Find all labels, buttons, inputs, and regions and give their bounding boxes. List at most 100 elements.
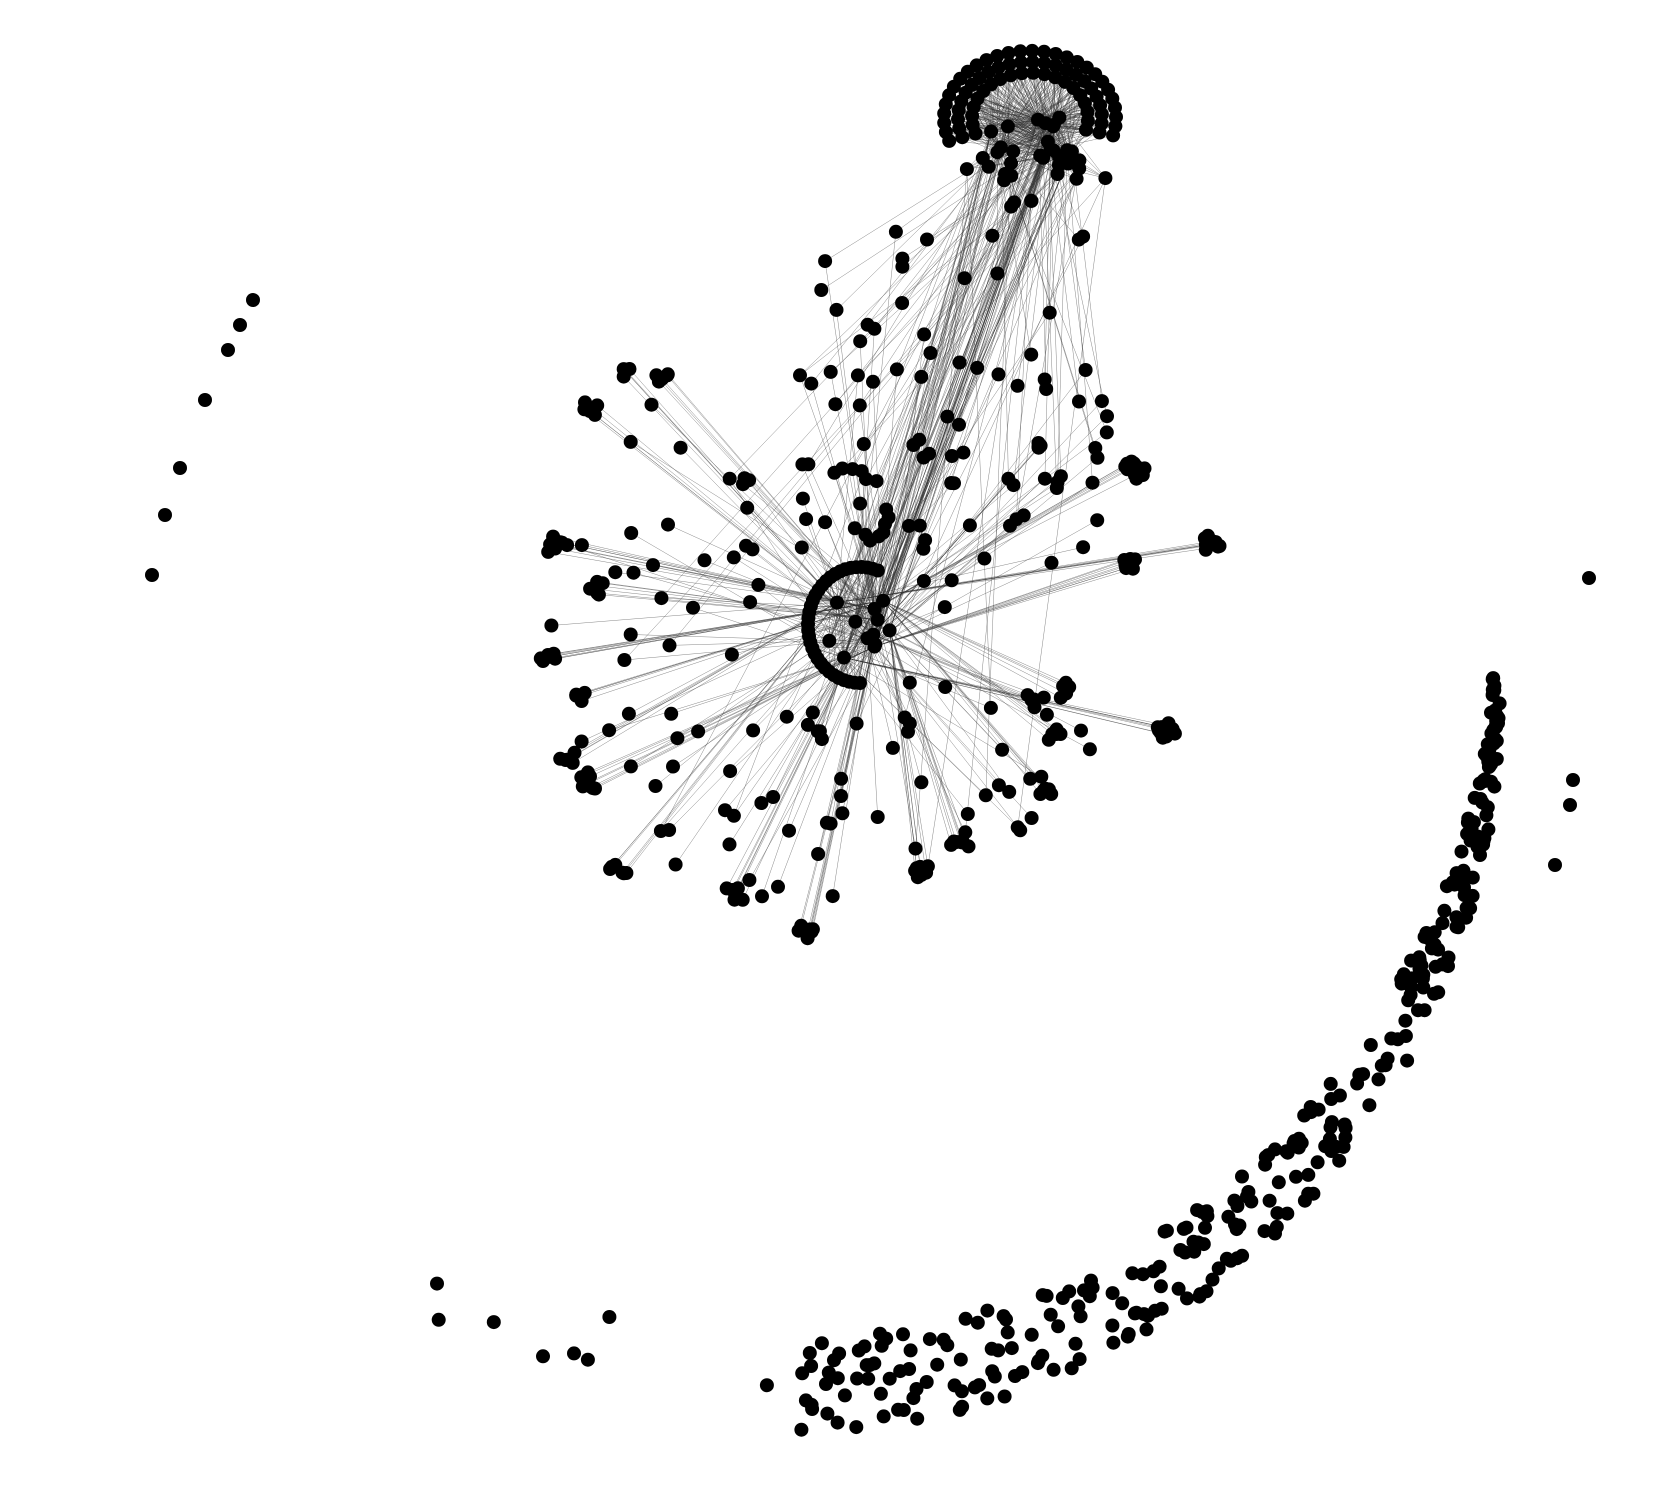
bridge-node (957, 271, 972, 286)
isolated-node (1200, 1209, 1215, 1224)
leaf-cluster-node (558, 753, 573, 767)
isolated-node (1137, 1307, 1151, 1322)
leaf-cluster-node (946, 834, 961, 849)
graph-edge (733, 157, 984, 816)
isolated-node (1548, 858, 1562, 872)
spoke-node (686, 600, 700, 615)
isolated-node (1310, 1155, 1325, 1170)
spoke-node (691, 724, 706, 739)
bridge-node (1071, 232, 1086, 247)
spoke-node (661, 517, 675, 532)
graph-edge (808, 464, 878, 620)
graph-edge (581, 544, 875, 610)
graph-edge (729, 630, 890, 772)
graph-edge (810, 600, 884, 930)
spoke-node (623, 627, 638, 642)
graph-edge (904, 150, 1054, 718)
isolated-node (1301, 1167, 1316, 1182)
isolated-node (984, 1341, 999, 1356)
isolated-node (1400, 1053, 1415, 1068)
isolated-node (580, 1352, 595, 1367)
graph-edge (875, 400, 1103, 645)
spoke-node (952, 355, 967, 370)
bridge-node (818, 254, 833, 269)
graph-edge (1016, 200, 1032, 520)
graph-edge (856, 178, 1106, 724)
isolated-node (903, 1343, 918, 1358)
graph-edge (609, 657, 845, 731)
graph-edge (824, 261, 878, 620)
isolated-node (1481, 754, 1496, 769)
isolated-node (1046, 1362, 1061, 1377)
isolated-node (795, 1366, 810, 1381)
spoke-node (944, 449, 959, 463)
isolated-node (893, 1364, 908, 1379)
graph-edge (567, 544, 875, 647)
graph-edge (630, 634, 830, 642)
central-arc-node (870, 563, 885, 578)
upper-bridge-node (1069, 171, 1084, 186)
isolated-node (1417, 929, 1432, 944)
leaf-cluster-node (728, 887, 743, 902)
spoke-node (751, 577, 766, 592)
graph-edge (843, 657, 1165, 735)
spoke-node (794, 540, 809, 555)
spoke-node (858, 527, 873, 542)
central-hub-node (822, 633, 837, 648)
graph-edge (901, 126, 1054, 304)
spoke-node (766, 790, 781, 804)
spoke-node (916, 574, 931, 588)
isolated-node (1268, 1142, 1282, 1157)
graph-edge (1057, 150, 1068, 483)
graph-edge (889, 630, 957, 843)
bridge-node (814, 283, 829, 297)
isolated-node (862, 1358, 877, 1373)
isolated-node (1398, 1013, 1413, 1028)
bridge-node (1094, 394, 1109, 409)
graph-edge (615, 602, 838, 866)
central-hub-node (870, 612, 885, 627)
spoke-node (648, 779, 663, 793)
graph-edge (842, 177, 1106, 469)
graph-edge (889, 630, 964, 843)
upper-fan-node (1037, 56, 1052, 70)
isolated-node (1398, 1029, 1413, 1043)
isolated-node (233, 318, 247, 332)
isolated-node (1301, 1186, 1316, 1201)
spoke-node (742, 873, 757, 887)
spoke-node (666, 759, 680, 774)
graph-edge (734, 608, 875, 900)
graph-edge (772, 178, 1077, 798)
graph-edge (882, 600, 1041, 795)
graph-edge (874, 466, 1126, 610)
spoke-node (983, 700, 998, 715)
graph-edge (615, 571, 838, 603)
bridge-node (922, 446, 937, 461)
bridge-node (859, 472, 873, 487)
isolated-node (1362, 1098, 1377, 1113)
isolated-node (1115, 1296, 1130, 1311)
isolated-node (1428, 959, 1443, 974)
edges-layer (540, 50, 1219, 939)
isolated-node (1105, 1286, 1120, 1301)
isolated-node (1405, 971, 1419, 986)
graph-edge (873, 634, 1035, 708)
graph-edge (834, 573, 856, 622)
graph-edge (874, 481, 1058, 610)
graph-edge (656, 375, 878, 620)
graph-edge (761, 657, 845, 804)
spoke-node (795, 491, 810, 506)
spoke-node (827, 465, 842, 480)
bridge-node (970, 360, 985, 375)
graph-edge (874, 565, 1128, 647)
isolated-node (805, 1402, 820, 1416)
spoke-node (746, 723, 761, 738)
isolated-node (1439, 879, 1454, 894)
spoke-node (818, 515, 833, 530)
bridge-node (895, 251, 910, 266)
graph-edge (882, 600, 1061, 698)
isolated-node (1146, 1264, 1161, 1279)
upper-fan-node (1014, 66, 1029, 81)
leaf-cluster-node (622, 362, 637, 376)
